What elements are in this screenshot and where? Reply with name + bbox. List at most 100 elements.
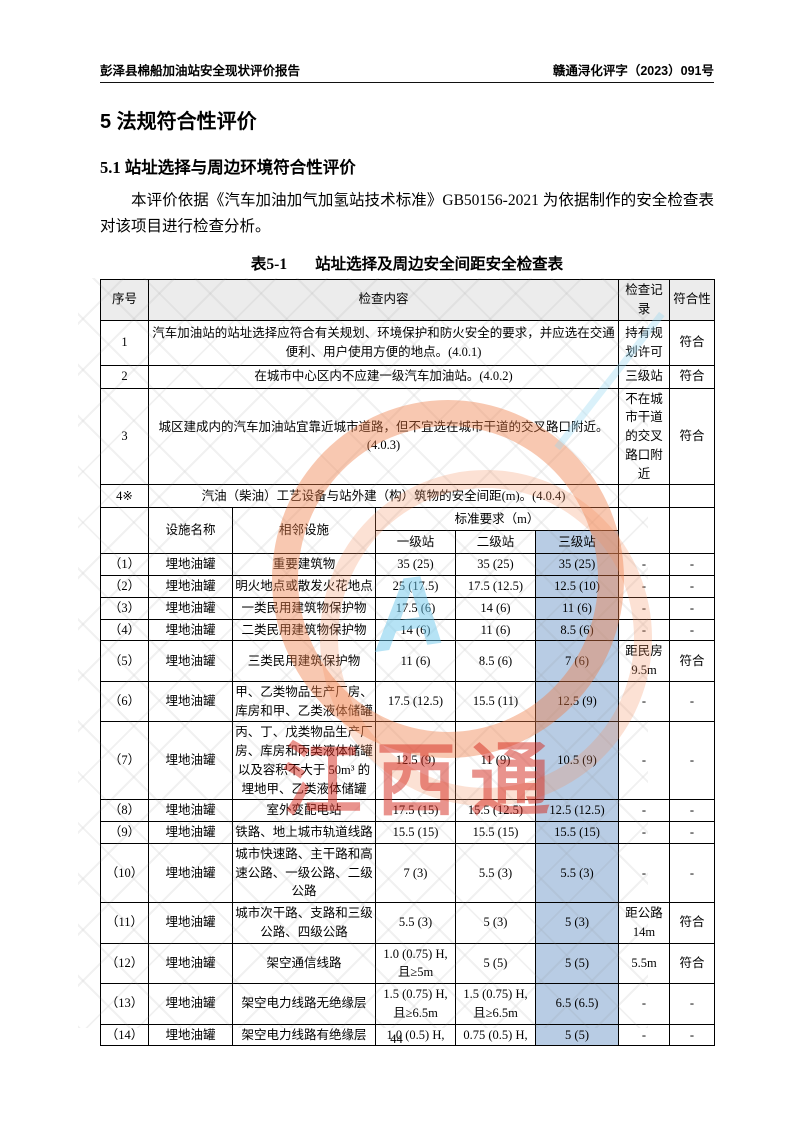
- table-row: 4※ 汽油（柴油）工艺设备与站外建（构）筑物的安全间距(m)。(4.0.4): [100, 484, 716, 509]
- row-facility: 埋地油罐: [148, 821, 233, 844]
- row-no: （2）: [100, 575, 149, 598]
- row-record: 持有规划许可: [618, 319, 671, 366]
- row-adjacent: 明火地点或散发火花地点: [232, 575, 376, 598]
- row-level2-value: 15.5 (12.5): [455, 799, 536, 822]
- table-row: 3 城区建成内的汽车加油站宜靠近城市道路，但不宜选在城市干道的交叉路口附近。(4…: [100, 387, 716, 486]
- table-row: 1 汽车加油站的站址选择应符合有关规划、环境保护和防火安全的要求，并应选在交通便…: [100, 319, 716, 366]
- row-conform: -: [669, 821, 716, 844]
- row-level1-value: 14 (6): [375, 618, 456, 642]
- row-facility: 埋地油罐: [148, 596, 233, 620]
- row-record: -: [618, 553, 671, 576]
- row-level3-value: 5 (3): [534, 902, 620, 944]
- row-facility: 埋地油罐: [148, 942, 233, 984]
- row-no: （12）: [100, 942, 149, 984]
- row-no: （13）: [100, 983, 149, 1025]
- row-record: 5.5m: [618, 942, 671, 984]
- row-level3-value: 5.5 (3): [534, 842, 620, 904]
- distance-table-row: （14） 埋地油罐 架空电力线路有绝缘层 1.0 (0.5) H, 0.75 (…: [100, 1023, 716, 1047]
- subsection-heading: 5.1 站址选择与周边环境符合性评价: [100, 158, 356, 177]
- row-facility: 埋地油罐: [148, 842, 233, 904]
- distance-table-row: （10） 埋地油罐 城市快速路、主干路和高速公路、一级公路、二级公路 7 (3)…: [100, 842, 716, 904]
- row-conform: 符合: [669, 902, 716, 944]
- row-conform: 符合: [669, 942, 716, 984]
- row-level3-value: 15.5 (15): [534, 821, 620, 844]
- distance-table-row: （4） 埋地油罐 二类民用建筑物保护物 14 (6) 11 (6) 8.5 (6…: [100, 618, 716, 642]
- row-no: 3: [100, 387, 149, 486]
- distance-table-row: （12） 埋地油罐 架空通信线路 1.0 (0.75) H, 且≥5m 5 (5…: [100, 942, 716, 984]
- row-level2-value: 0.75 (0.5) H,: [455, 1023, 536, 1047]
- row-level1-value: 17.5 (6): [375, 596, 456, 620]
- row-level2-value: 5 (5): [455, 942, 536, 984]
- table-number: 表5-1: [250, 256, 288, 273]
- row-record: 距公路14m: [618, 902, 671, 944]
- row-conform: -: [669, 596, 716, 620]
- row-record: -: [618, 575, 671, 598]
- row-level1-value: 15.5 (15): [375, 821, 456, 844]
- row-record: -: [618, 799, 671, 822]
- row-no: （3）: [100, 596, 149, 620]
- row-level2-value: 14 (6): [455, 596, 536, 620]
- row-adjacent: 城市快速路、主干路和高速公路、一级公路、二级公路: [232, 842, 376, 904]
- row-level3-value: 6.5 (6.5): [534, 983, 620, 1025]
- row-conform: -: [669, 575, 716, 598]
- row-no: （6）: [100, 680, 149, 723]
- row-level2-value: 11 (6): [455, 618, 536, 642]
- row-level2-value: 11 (9): [455, 721, 536, 801]
- row-level3-value: 7 (6): [534, 640, 620, 682]
- row-facility: 埋地油罐: [148, 1023, 233, 1047]
- row-level2-value: 5 (3): [455, 902, 536, 944]
- distance-table-row: （9） 埋地油罐 铁路、地上城市轨道线路 15.5 (15) 15.5 (15)…: [100, 821, 716, 844]
- row-conform: -: [669, 721, 716, 801]
- row-adjacent: 二类民用建筑物保护物: [232, 618, 376, 642]
- row-no: （9）: [100, 821, 149, 844]
- row-adjacent: 甲、乙类物品生产厂房、库房和甲、乙类液体储罐: [232, 680, 376, 723]
- row-conform: 符合: [669, 640, 716, 682]
- row-facility: 埋地油罐: [148, 575, 233, 598]
- row-adjacent: 城市次干路、支路和三级公路、四级公路: [232, 902, 376, 944]
- row-no: （10）: [100, 842, 149, 904]
- row-facility: 埋地油罐: [148, 983, 233, 1025]
- sub-header-row: 设施名称 相邻设施 标准要求（m）: [100, 507, 716, 555]
- row-adjacent: 重要建筑物: [232, 553, 376, 576]
- row-level3-value: 35 (25): [534, 553, 620, 576]
- row-record: -: [618, 1023, 671, 1047]
- row-record: -: [618, 596, 671, 620]
- row-facility: 埋地油罐: [148, 640, 233, 682]
- row-record: 三级站: [618, 364, 671, 389]
- distance-table-row: （8） 埋地油罐 室外变配电站 17.5 (15) 15.5 (12.5) 12…: [100, 799, 716, 822]
- header-report-title: 彭泽县棉船加油站安全现状评价报告: [100, 64, 301, 78]
- distance-table-row: （6） 埋地油罐 甲、乙类物品生产厂房、库房和甲、乙类液体储罐 17.5 (12…: [100, 680, 716, 723]
- row-level1-value: 35 (25): [375, 553, 456, 576]
- row-adjacent: 一类民用建筑物保护物: [232, 596, 376, 620]
- sub-header-adjacent: 相邻设施: [232, 507, 376, 555]
- sub-header-levels-row: 一级站 二级站 三级站: [101, 530, 715, 555]
- sub-header-empty-no: [100, 507, 149, 555]
- row-conform: 符合: [669, 319, 716, 366]
- row-no: （1）: [100, 553, 149, 576]
- header-document-number: 赣通浔化评字（2023）091号: [552, 64, 714, 78]
- table-title: 表5-1 站址选择及周边安全间距安全检查表: [100, 252, 714, 274]
- row-no: （7）: [100, 721, 149, 801]
- distance-table-row: （13） 埋地油罐 架空电力线路无绝缘层 1.5 (0.75) H, 且≥6.5…: [100, 983, 716, 1025]
- row-level3-value: 10.5 (9): [534, 721, 620, 801]
- distance-table-row: （2） 埋地油罐 明火地点或散发火花地点 25 (17.5) 17.5 (12.…: [100, 575, 716, 598]
- header-col-no: 序号: [100, 279, 149, 321]
- row-level1-value: 1.0 (0.5) H,: [375, 1023, 456, 1047]
- distance-table-row: （7） 埋地油罐 丙、丁、戊类物品生产厂房、库房和丙类液体储罐以及容积不大于 5…: [100, 721, 716, 801]
- row-adjacent: 铁路、地上城市轨道线路: [232, 821, 376, 844]
- row-no: 2: [100, 364, 149, 389]
- table-row: 2 在城市中心区内不应建一级汽车加油站。(4.0.2) 三级站 符合: [100, 364, 716, 389]
- row-level1-value: 25 (17.5): [375, 575, 456, 598]
- row-level2-value: 8.5 (6): [455, 640, 536, 682]
- row-conform: -: [669, 842, 716, 904]
- row-adjacent: 架空电力线路有绝缘层: [232, 1023, 376, 1047]
- row-record: -: [618, 983, 671, 1025]
- row-conform: -: [669, 680, 716, 723]
- row-content: 在城市中心区内不应建一级汽车加油站。(4.0.2): [147, 364, 620, 389]
- row-facility: 埋地油罐: [148, 799, 233, 822]
- sub-header-level2: 二级站: [455, 530, 536, 555]
- table-caption: 站址选择及周边安全间距安全检查表: [315, 256, 564, 273]
- row-level2-value: 1.5 (0.75) H, 且≥6.5m: [455, 983, 536, 1025]
- row-conform: -: [669, 799, 716, 822]
